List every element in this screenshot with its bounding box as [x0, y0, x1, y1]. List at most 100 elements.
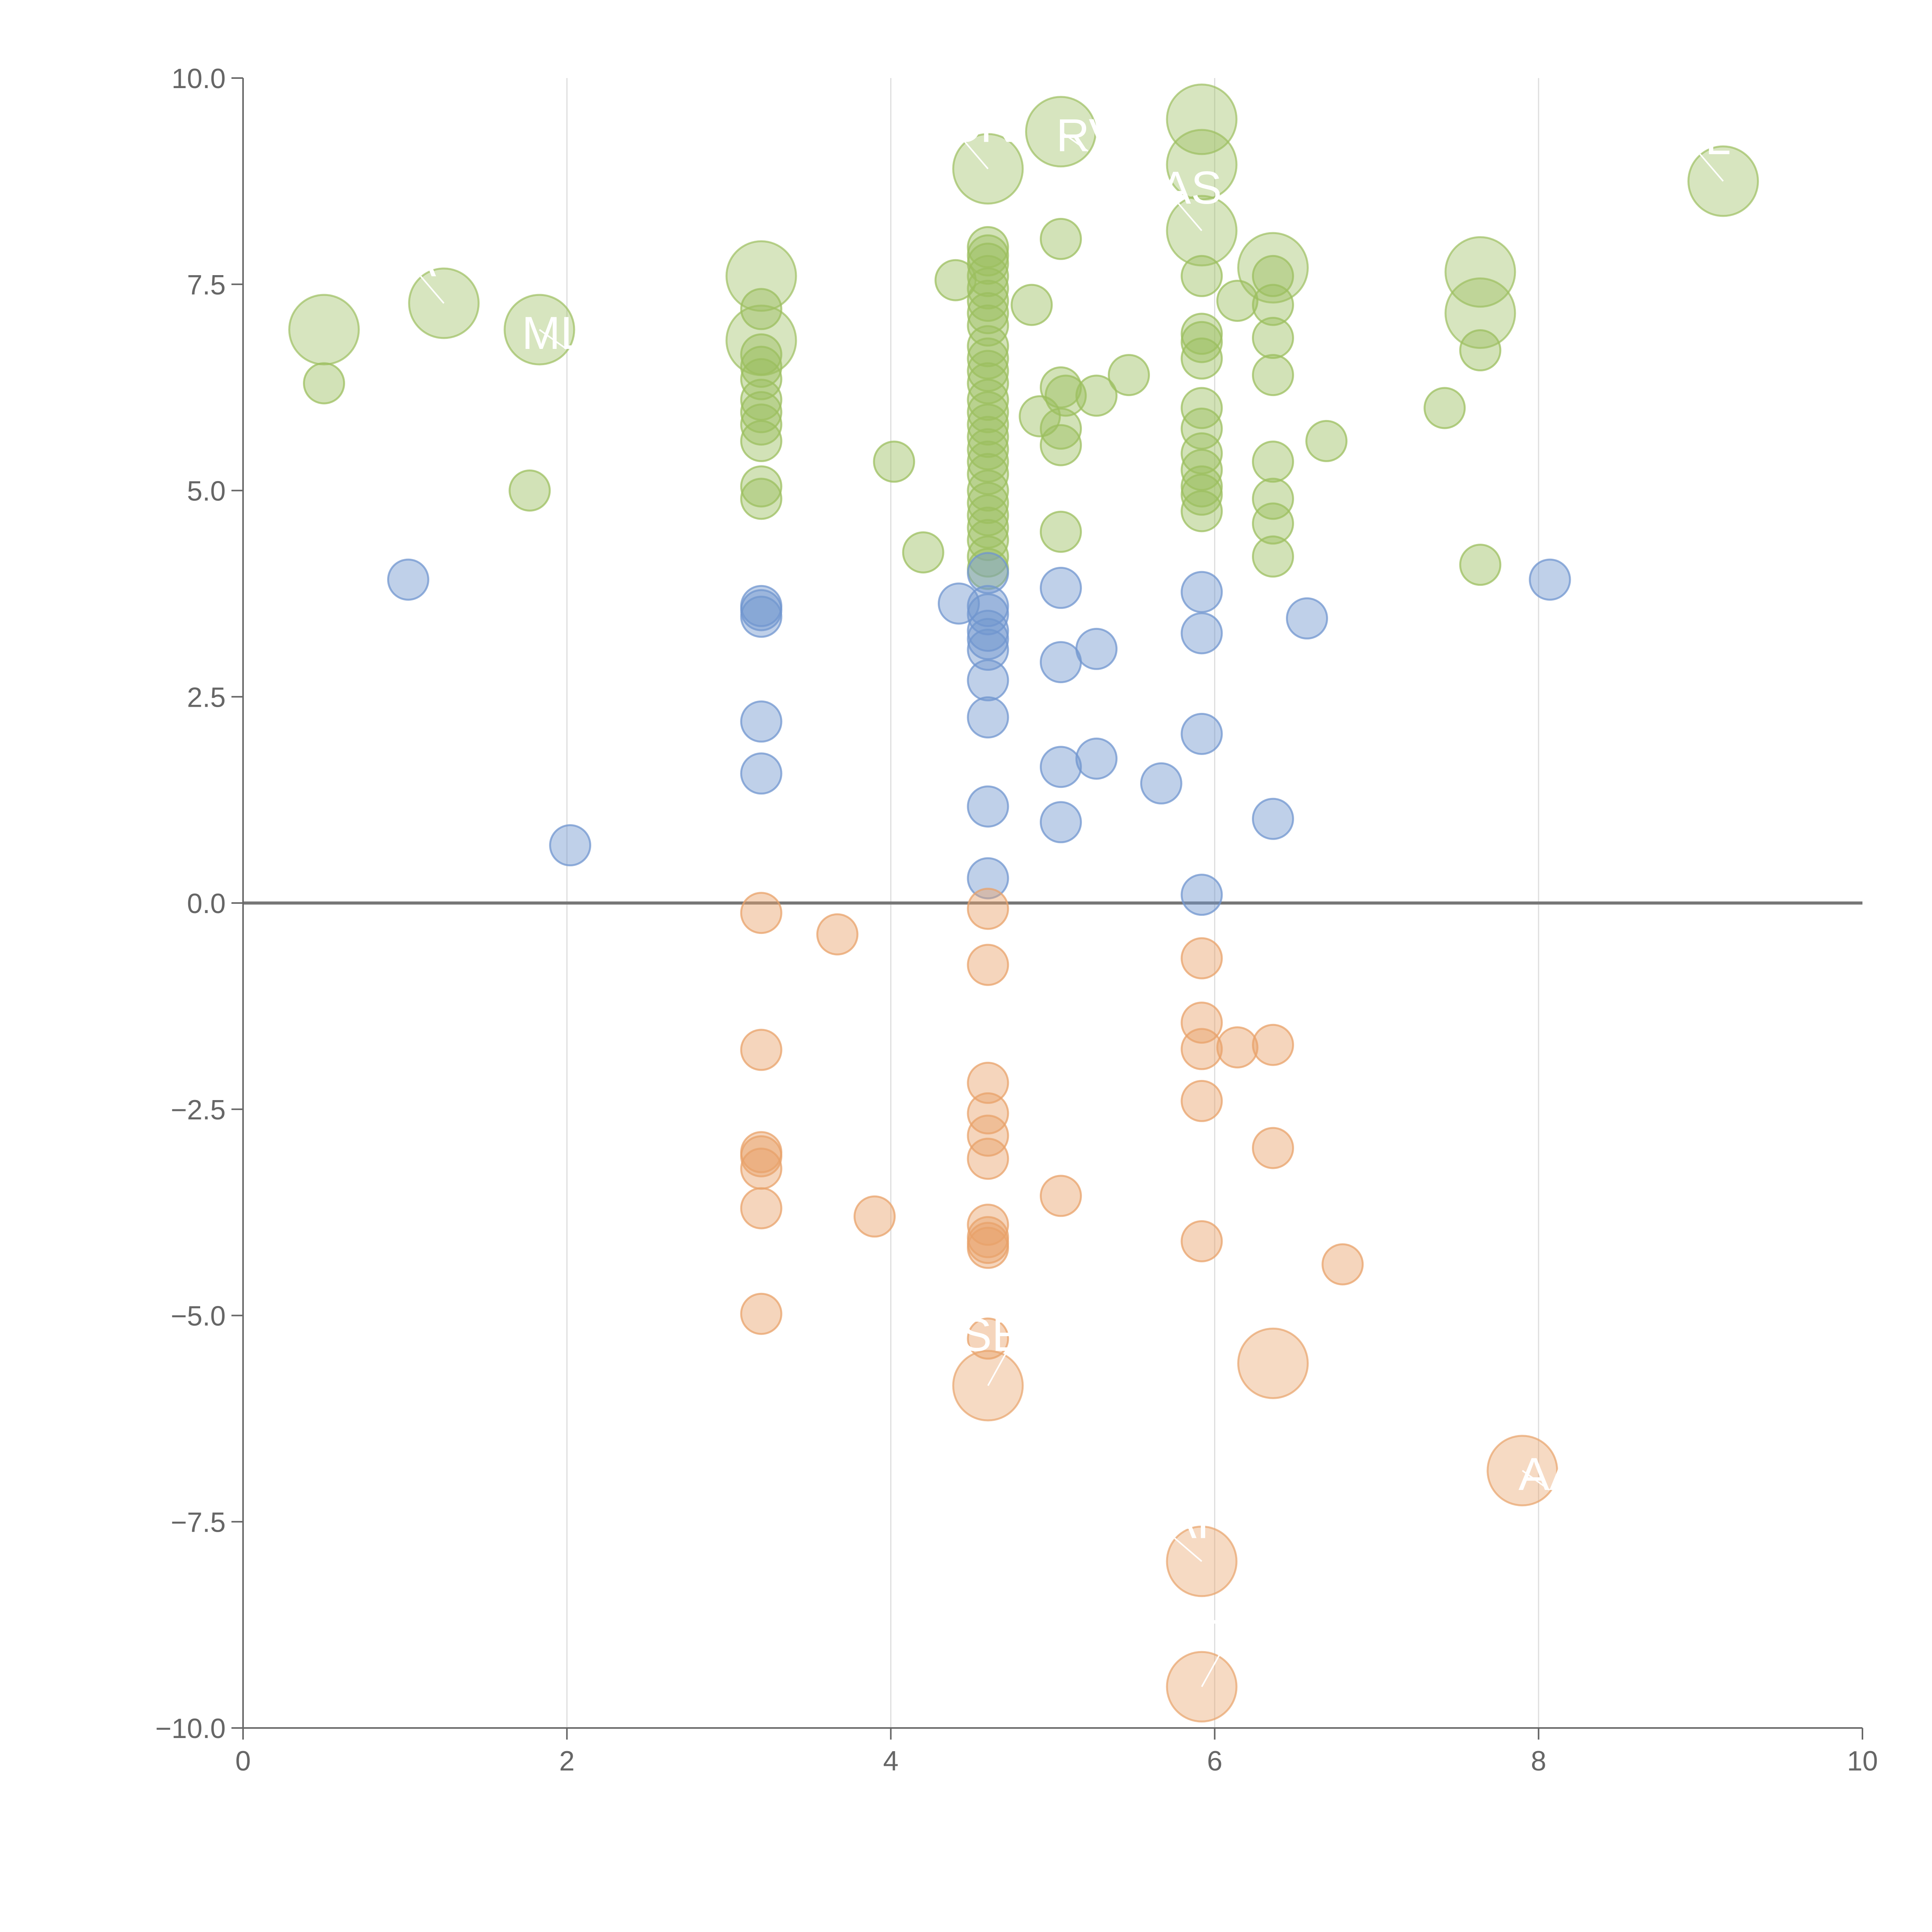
labelled-data-point: [1237, 232, 1309, 304]
label-leader-line: [1178, 203, 1202, 231]
labelled-data-point: [1444, 277, 1516, 349]
data-point: [1075, 628, 1118, 670]
data-point: [853, 1195, 896, 1238]
y-tick-label: 7.5: [187, 270, 226, 301]
data-point: [1252, 255, 1294, 297]
label-leader-line: [1699, 153, 1724, 182]
data-point: [1180, 571, 1223, 613]
data-point: [740, 420, 782, 462]
data-point: [967, 304, 1009, 347]
data-point: [967, 507, 1009, 549]
data-point: [1216, 1026, 1259, 1069]
data-point: [1039, 424, 1082, 466]
data-point: [1180, 612, 1223, 655]
data-point: [967, 535, 1009, 578]
data-point: [967, 1138, 1009, 1180]
data-point: [967, 416, 1009, 458]
labelled-data-point: [725, 240, 797, 312]
data-point: [1180, 937, 1223, 980]
data-point: [1039, 801, 1082, 844]
point-labels: A MLT ACR RV TAS OL SEP AA LAI T: [405, 100, 1731, 1687]
label-leader-line: [987, 1350, 1008, 1386]
data-point: [967, 944, 1009, 986]
y-tick-label: −7.5: [171, 1507, 226, 1538]
label-leader-line: [1201, 1651, 1222, 1687]
data-point: [967, 440, 1009, 483]
x-tick-label: 10: [1847, 1746, 1878, 1777]
data-point: [740, 288, 782, 330]
data-point: [967, 1204, 1009, 1246]
data-point: [1075, 374, 1118, 417]
data-point: [1180, 387, 1223, 429]
data-point: [740, 465, 782, 508]
point-label: RV: [1056, 109, 1120, 161]
point-label: MLT: [522, 307, 611, 359]
data-point: [740, 1187, 782, 1230]
data-point: [967, 391, 1009, 434]
y-tick-label: −10.0: [155, 1713, 226, 1744]
data-point: [873, 440, 915, 483]
data-point: [1039, 366, 1082, 409]
data-point: [740, 1293, 782, 1335]
data-point: [967, 292, 1009, 334]
labelled-data-point: [1166, 83, 1238, 155]
data-point: [967, 350, 1009, 392]
data-point: [1180, 490, 1223, 532]
data-point: [1252, 440, 1294, 483]
data-point: [740, 478, 782, 520]
data-point: [967, 629, 1009, 671]
data-point: [740, 403, 782, 446]
x-tick-label: 8: [1531, 1746, 1546, 1777]
data-point: [1252, 317, 1294, 359]
data-point: [740, 752, 782, 795]
labelled-data-point: [1237, 1327, 1309, 1399]
data-point: [303, 362, 345, 405]
point-label: SEP: [961, 1309, 1054, 1361]
label-leader-line: [1060, 131, 1088, 152]
data-point: [1180, 713, 1223, 755]
label-leader-line: [539, 329, 567, 350]
data-point: [1039, 566, 1082, 609]
data-point: [1039, 1175, 1082, 1217]
data-point: [967, 494, 1009, 537]
label-leader-line: [1174, 1537, 1202, 1562]
data-point: [967, 888, 1009, 930]
data-point: [967, 585, 1009, 627]
y-tick-label: 0.0: [187, 888, 226, 919]
data-point: [1321, 1243, 1364, 1286]
point-label: LAI: [1140, 1497, 1209, 1548]
data-point: [967, 379, 1009, 421]
point-label: AA: [1519, 1448, 1580, 1500]
data-point: [967, 279, 1009, 322]
labelled-data-point: [725, 304, 797, 376]
data-point: [1180, 432, 1223, 474]
data-point: [1180, 255, 1223, 297]
data-point: [740, 358, 782, 400]
data-point: [740, 892, 782, 934]
point-label: A: [405, 235, 436, 286]
data-point: [967, 659, 1009, 702]
y-tick-label: −2.5: [171, 1095, 226, 1126]
data-point: [967, 267, 1009, 310]
data-point: [967, 482, 1009, 524]
data-point: [1180, 449, 1223, 491]
data-point: [1140, 762, 1182, 804]
data-point: [1019, 395, 1061, 437]
data-point: [967, 609, 1009, 652]
data-point: [967, 519, 1009, 561]
data-point: [1423, 387, 1466, 429]
data-point: [1044, 374, 1087, 417]
y-tick-label: −5.0: [171, 1301, 226, 1332]
point-label: T: [1207, 1610, 1235, 1662]
data-point: [387, 558, 429, 601]
data-point: [1010, 284, 1053, 326]
x-tick-label: 4: [883, 1746, 898, 1777]
point-label: TAS: [1135, 162, 1222, 214]
data-point: [1180, 874, 1223, 916]
data-point: [1529, 558, 1571, 601]
data-point: [1252, 502, 1294, 545]
x-tick-label: 2: [559, 1746, 575, 1777]
data-point: [1180, 1028, 1223, 1070]
data-point: [740, 345, 782, 388]
data-point: [967, 1317, 1009, 1360]
